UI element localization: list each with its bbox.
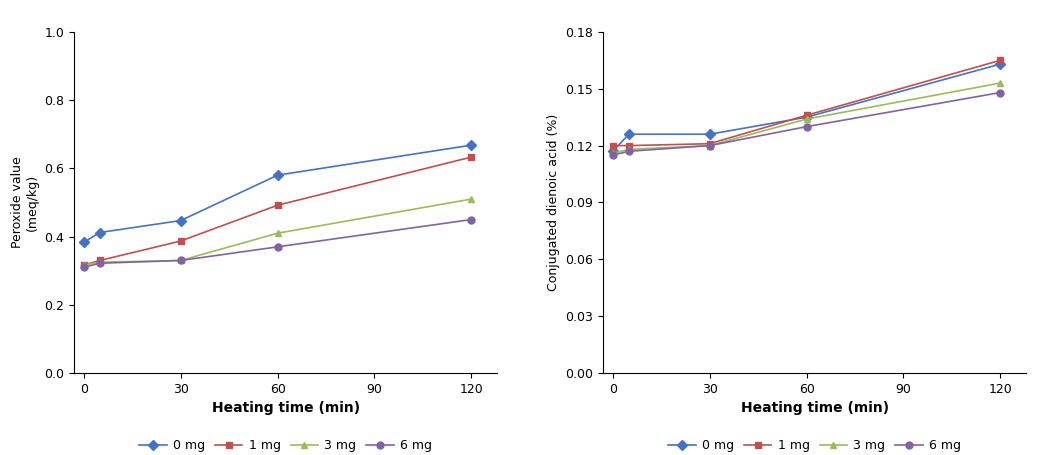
1 mg <box>606 143 619 148</box>
1 mg <box>466 154 478 160</box>
3 mg <box>995 80 1007 86</box>
Line: 0 mg: 0 mg <box>80 142 475 246</box>
0 mg <box>466 142 478 148</box>
0 mg <box>271 172 284 178</box>
Legend: 0 mg, 1 mg, 3 mg, 6 mg: 0 mg, 1 mg, 3 mg, 6 mg <box>134 434 437 455</box>
X-axis label: Heating time (min): Heating time (min) <box>741 401 889 415</box>
3 mg <box>271 230 284 236</box>
Line: 1 mg: 1 mg <box>80 154 475 268</box>
6 mg <box>800 124 813 129</box>
1 mg <box>800 112 813 118</box>
Line: 1 mg: 1 mg <box>609 57 1004 149</box>
3 mg <box>93 259 106 265</box>
1 mg <box>175 238 187 244</box>
0 mg <box>606 148 619 154</box>
Line: 3 mg: 3 mg <box>80 196 475 268</box>
Line: 0 mg: 0 mg <box>609 61 1004 155</box>
3 mg <box>622 147 635 152</box>
6 mg <box>175 258 187 263</box>
1 mg <box>995 58 1007 63</box>
3 mg <box>606 151 619 156</box>
0 mg <box>77 240 90 245</box>
0 mg <box>622 131 635 137</box>
3 mg <box>175 258 187 263</box>
0 mg <box>175 218 187 223</box>
0 mg <box>93 230 106 235</box>
3 mg <box>77 262 90 268</box>
1 mg <box>271 202 284 208</box>
6 mg <box>622 148 635 154</box>
0 mg <box>704 131 716 137</box>
Y-axis label: Conjugated dienoic acid (%): Conjugated dienoic acid (%) <box>547 114 560 291</box>
6 mg <box>271 244 284 249</box>
6 mg <box>93 260 106 266</box>
Line: 6 mg: 6 mg <box>609 89 1004 158</box>
1 mg <box>704 141 716 147</box>
Line: 3 mg: 3 mg <box>609 80 1004 157</box>
6 mg <box>995 90 1007 95</box>
6 mg <box>606 152 619 158</box>
Legend: 0 mg, 1 mg, 3 mg, 6 mg: 0 mg, 1 mg, 3 mg, 6 mg <box>663 434 966 455</box>
0 mg <box>995 61 1007 67</box>
1 mg <box>622 143 635 148</box>
3 mg <box>704 143 716 148</box>
3 mg <box>466 197 478 202</box>
Line: 6 mg: 6 mg <box>80 216 475 271</box>
6 mg <box>77 265 90 270</box>
6 mg <box>704 143 716 148</box>
1 mg <box>93 258 106 263</box>
X-axis label: Heating time (min): Heating time (min) <box>212 401 360 415</box>
0 mg <box>800 115 813 120</box>
3 mg <box>800 116 813 122</box>
Y-axis label: Peroxide value
(meq/kg): Peroxide value (meq/kg) <box>11 157 39 248</box>
6 mg <box>466 217 478 222</box>
1 mg <box>77 262 90 268</box>
